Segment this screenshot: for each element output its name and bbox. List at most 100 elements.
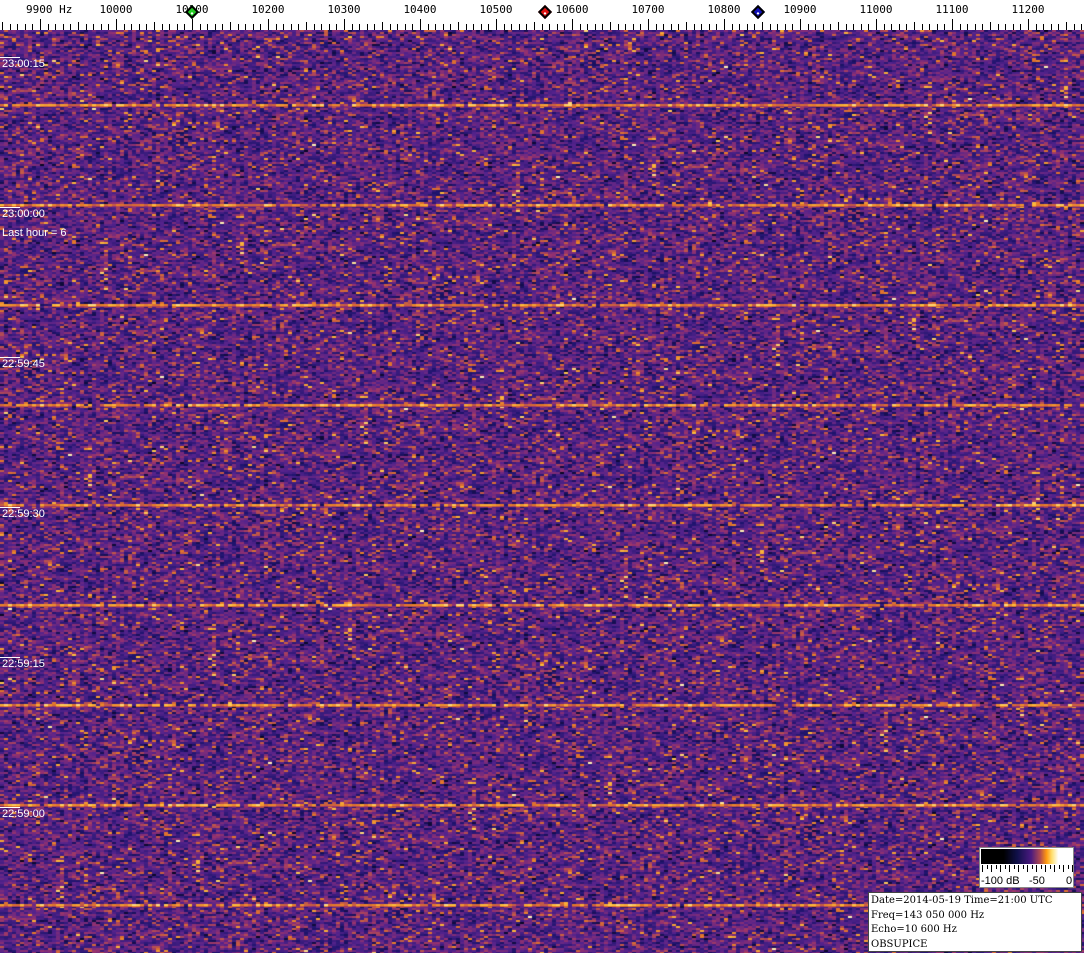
frequency-tick (960, 24, 961, 30)
frequency-tick (899, 24, 900, 30)
frequency-tick (762, 22, 763, 30)
frequency-tick (1036, 24, 1037, 30)
frequency-tick (450, 24, 451, 30)
frequency-tick (686, 22, 687, 30)
frequency-tick (709, 24, 710, 30)
frequency-tick (884, 24, 885, 30)
frequency-axis: 9900 Hz100001010010200103001040010500106… (0, 0, 1084, 30)
info-date-time: Date=2014-05-19 Time=21:00 UTC (871, 895, 1053, 906)
frequency-tick (937, 24, 938, 30)
colorbar-tick (1027, 865, 1028, 872)
frequency-tick (146, 24, 147, 30)
frequency-tick (443, 24, 444, 30)
colorbar-gradient (981, 849, 1072, 864)
frequency-tick (40, 19, 41, 30)
colorbar-tick (1018, 865, 1019, 872)
frequency-tick (291, 24, 292, 30)
time-label: 22:59:30 (2, 508, 45, 520)
frequency-tick (504, 24, 505, 30)
colorbar-tick (1058, 865, 1060, 869)
frequency-tick (207, 24, 208, 30)
frequency-tick (618, 24, 619, 30)
frequency-tick (549, 24, 550, 30)
frequency-tick (922, 24, 923, 30)
frequency-tick (838, 22, 839, 30)
frequency-tick (587, 24, 588, 30)
frequency-tick (397, 24, 398, 30)
frequency-tick (861, 24, 862, 30)
time-marker-line (0, 657, 20, 658)
frequency-tick (1051, 24, 1052, 30)
info-echo: Echo=10 600 Hz (871, 924, 957, 935)
frequency-tick (519, 24, 520, 30)
frequency-tick (25, 24, 26, 30)
frequency-label: 10000 (99, 3, 133, 16)
colorbar-tick (1004, 865, 1006, 869)
time-label: 22:59:45 (2, 358, 45, 370)
frequency-tick (944, 24, 945, 30)
frequency-tick (777, 24, 778, 30)
colorbar-tick (991, 865, 992, 872)
frequency-tick (891, 24, 892, 30)
frequency-tick (253, 24, 254, 30)
frequency-tick (952, 19, 953, 30)
frequency-tick (336, 24, 337, 30)
frequency-tick (754, 24, 755, 30)
colorbar-tick (1022, 865, 1024, 869)
frequency-tick (1028, 19, 1029, 30)
frequency-tick (830, 24, 831, 30)
frequency-tick (154, 22, 155, 30)
frequency-tick (124, 24, 125, 30)
colorbar-tick (1049, 865, 1051, 869)
frequency-tick (542, 24, 543, 30)
frequency-tick (1013, 24, 1014, 30)
frequency-tick (511, 24, 512, 30)
frequency-tick (564, 24, 565, 30)
frequency-tick (557, 24, 558, 30)
colorbar-max-label: 0 (1066, 875, 1073, 887)
time-marker-line (0, 357, 20, 358)
frequency-tick (177, 24, 178, 30)
frequency-tick (671, 24, 672, 30)
time-label: 23:00:00 (2, 208, 45, 220)
frequency-tick (17, 24, 18, 30)
frequency-tick (853, 24, 854, 30)
red-marker-icon[interactable] (538, 4, 553, 20)
frequency-tick (412, 24, 413, 30)
frequency-tick (184, 24, 185, 30)
frequency-tick (694, 24, 695, 30)
time-label: 22:59:00 (2, 808, 45, 820)
frequency-tick (2, 22, 3, 30)
frequency-tick (640, 24, 641, 30)
time-marker-line (0, 57, 20, 58)
colorbar-tick (1067, 865, 1069, 869)
time-label: 22:59:15 (2, 658, 45, 670)
frequency-tick (321, 24, 322, 30)
frequency-tick (1020, 24, 1021, 30)
frequency-tick (739, 24, 740, 30)
frequency-tick (975, 24, 976, 30)
frequency-tick (526, 24, 527, 30)
frequency-tick (63, 24, 64, 30)
frequency-label: 10600 (555, 3, 589, 16)
frequency-tick (405, 24, 406, 30)
frequency-tick (344, 19, 345, 30)
frequency-tick (169, 24, 170, 30)
frequency-tick (428, 24, 429, 30)
frequency-tick (70, 24, 71, 30)
frequency-tick (648, 19, 649, 30)
frequency-tick (595, 24, 596, 30)
frequency-tick (496, 19, 497, 30)
frequency-tick (481, 24, 482, 30)
frequency-tick (86, 24, 87, 30)
colorbar-tick (995, 865, 997, 869)
frequency-tick (48, 24, 49, 30)
frequency-tick (131, 24, 132, 30)
frequency-tick (435, 24, 436, 30)
blue-marker-icon[interactable] (751, 4, 766, 20)
frequency-tick (245, 24, 246, 30)
frequency-tick (238, 24, 239, 30)
colorbar-tick (1036, 865, 1037, 872)
waterfall-spectrogram (0, 30, 1084, 953)
frequency-tick (929, 24, 930, 30)
